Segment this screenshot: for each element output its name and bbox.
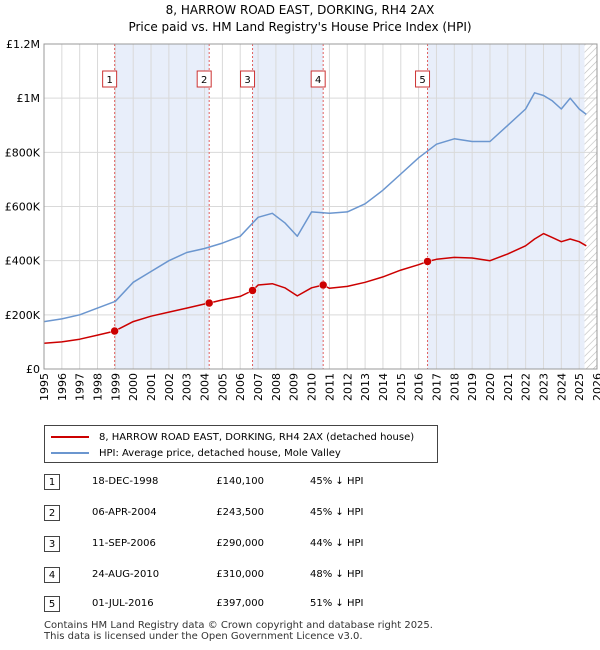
x-tick-label: 1998 [92,373,105,401]
x-tick-label: 2020 [484,373,497,401]
x-tick-label: 2002 [163,373,176,401]
sale-marker-label: 2 [201,75,207,86]
x-tick-label: 1995 [38,373,51,401]
legend-swatch-property [51,436,89,438]
sale-number-badge: 2 [44,505,60,521]
sale-point [248,286,257,295]
sale-marker-box [310,70,326,88]
y-tick-label: £400K [5,255,41,268]
legend-swatch-hpi [51,452,89,454]
x-tick-label: 2026 [591,373,600,401]
sale-marker-label: 1 [106,75,112,86]
x-tick-label: 2013 [359,373,372,401]
sale-hpi-diff: 48% ↓ HPI [310,569,364,580]
sale-row: 2 06-APR-2004 £243,500 45% ↓ HPI [0,505,600,525]
legend-label-property: 8, HARROW ROAD EAST, DORKING, RH4 2AX (d… [99,431,415,443]
legend-item-hpi: HPI: Average price, detached house, Mole… [51,446,341,460]
x-tick-label: 2014 [377,373,390,401]
sale-row: 1 18-DEC-1998 £140,100 45% ↓ HPI [0,474,600,494]
x-tick-label: 2016 [413,373,426,401]
sale-hpi-diff: 45% ↓ HPI [310,476,364,487]
x-tick-label: 2021 [502,373,515,401]
sale-row: 3 11-SEP-2006 £290,000 44% ↓ HPI [0,536,600,556]
sale-number-badge: 3 [44,536,60,552]
x-tick-label: 2000 [127,373,140,401]
x-tick-label: 2010 [306,373,319,401]
sale-marker-box [102,70,118,88]
x-tick-label: 2019 [466,373,479,401]
sale-number-badge: 1 [44,474,60,490]
sale-marker-label: 5 [419,75,425,86]
x-tick-label: 2018 [448,373,461,401]
sale-row: 5 01-JUL-2016 £397,000 51% ↓ HPI [0,596,600,616]
sale-marker-box [415,70,431,88]
y-tick-label: £800K [5,146,41,159]
x-tick-label: 2004 [199,373,212,401]
sale-marker-label: 3 [244,75,250,86]
x-tick-label: 2011 [323,373,336,401]
sale-price: £310,000 [216,569,264,580]
sale-hpi-diff: 44% ↓ HPI [310,538,364,549]
sale-point [423,257,432,266]
footer-licence: This data is licensed under the Open Gov… [44,631,363,642]
x-tick-label: 2005 [216,373,229,401]
x-tick-label: 2017 [430,373,443,401]
x-tick-label: 1996 [56,373,69,401]
x-tick-label: 2025 [573,373,586,401]
sale-price: £140,100 [216,476,264,487]
sale-number-badge: 5 [44,596,60,612]
hpi-line [43,92,587,323]
sale-date: 01-JUL-2016 [92,598,154,609]
x-tick-label: 2003 [181,373,194,401]
y-tick-label: £600K [5,201,41,214]
sale-marker-box [240,70,256,88]
legend-label-hpi: HPI: Average price, detached house, Mole… [99,447,341,459]
y-tick-label: £200K [5,309,41,322]
x-tick-label: 1997 [74,373,87,401]
sale-date: 06-APR-2004 [92,507,157,518]
x-tick-label: 2001 [145,373,158,401]
sale-hpi-diff: 45% ↓ HPI [310,507,364,518]
legend-item-property: 8, HARROW ROAD EAST, DORKING, RH4 2AX (d… [51,430,414,444]
legend: 8, HARROW ROAD EAST, DORKING, RH4 2AX (d… [44,425,438,463]
sale-price: £290,000 [216,538,264,549]
x-tick-label: 2008 [270,373,283,401]
sale-price: £243,500 [216,507,264,518]
y-tick-label: £1M [17,92,41,105]
sale-point [204,298,214,308]
chart-title: 8, HARROW ROAD EAST, DORKING, RH4 2AX [165,3,435,17]
sale-date: 24-AUG-2010 [92,569,160,580]
y-tick-label: £0 [26,363,40,376]
y-tick-label: £1.2M [6,38,40,51]
plot-frame [43,43,598,370]
sale-number-badge: 4 [44,567,60,583]
chart-subtitle: Price paid vs. HM Land Registry's House … [128,20,472,34]
sale-marker-label: 4 [315,75,321,86]
sale-date: 11-SEP-2006 [92,538,156,549]
sale-row: 4 24-AUG-2010 £310,000 48% ↓ HPI [0,567,600,587]
x-tick-label: 2024 [555,373,568,401]
x-tick-label: 2006 [234,373,247,401]
price-chart: 1 2 3 4 5 £0 £200K £400K £600K £800K £1M £1.2M 1995 1… [5,38,600,401]
sale-marker-box [196,70,212,88]
x-tick-label: 2012 [341,373,354,401]
x-tick-label: 2007 [252,373,265,401]
sale-point [318,280,328,290]
sale-point [110,326,119,336]
x-tick-label: 2009 [288,373,301,401]
footer-copyright: Contains HM Land Registry data © Crown c… [44,620,433,631]
sale-date: 18-DEC-1998 [92,476,159,487]
x-tick-label: 2022 [520,373,533,401]
sale-hpi-diff: 51% ↓ HPI [310,598,364,609]
x-tick-label: 2023 [537,373,550,401]
sale-price: £397,000 [216,598,264,609]
x-tick-label: 2015 [395,373,408,401]
x-tick-label: 1999 [109,373,122,401]
